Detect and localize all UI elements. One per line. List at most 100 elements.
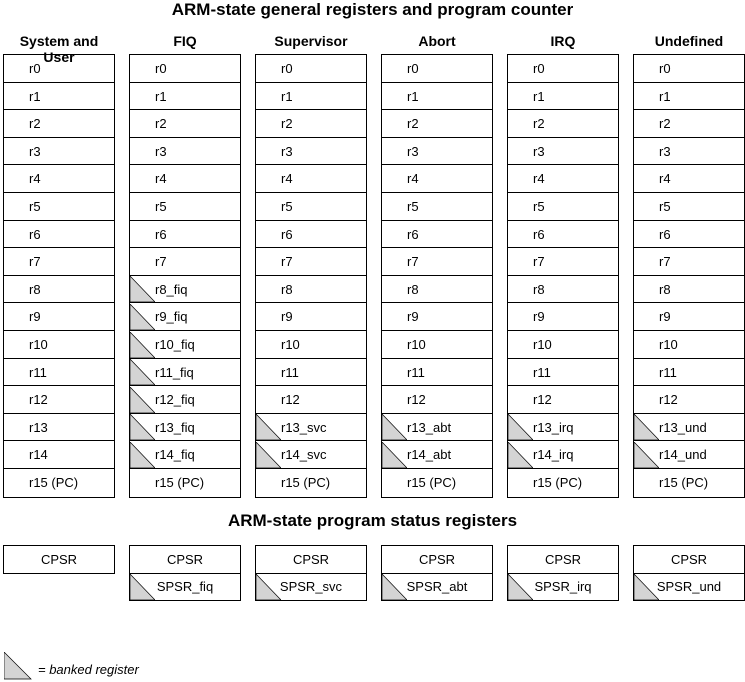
- register-label: r11: [659, 364, 677, 380]
- register-label: r5: [659, 198, 671, 214]
- register-label: r2: [281, 116, 293, 132]
- cpsr-cell: CPSR: [255, 545, 367, 574]
- register-bank: r0 r1 r2 r3 r4 r5 r6 r7 r8 r9 r10 r11 r12 r13_abt r14_…: [381, 54, 493, 498]
- register-label: r0: [533, 61, 545, 76]
- register-cell: r6: [256, 221, 366, 249]
- register-cell: r7: [382, 248, 492, 276]
- register-cell: r9_fiq: [130, 303, 240, 331]
- register-bank: r0 r1 r2 r3 r4 r5 r6 r7 r8 r9 r10 r11 r12 r13_svc r14_…: [255, 54, 367, 498]
- register-cell: r2: [130, 110, 240, 138]
- mode-heading: Undefined: [654, 33, 724, 49]
- register-cell: r5: [130, 193, 240, 221]
- mode-heading: Abort: [418, 33, 456, 49]
- register-label: r11: [29, 364, 47, 380]
- register-cell: r10: [4, 331, 114, 359]
- register-cell: r15 (PC): [382, 469, 492, 497]
- register-cell: r14: [4, 441, 114, 469]
- register-cell: r8: [4, 276, 114, 304]
- register-label: r3: [281, 143, 293, 159]
- banked-marker-icon: [130, 386, 155, 413]
- register-label: r15 (PC): [29, 474, 79, 490]
- register-cell: r1: [130, 83, 240, 111]
- register-cell: r0: [130, 55, 240, 83]
- register-cell: r10: [382, 331, 492, 359]
- register-bank: r0 r1 r2 r3 r4 r5 r6 r7 r8 r9 r10 r11 r12 r13_und r14_…: [633, 54, 745, 498]
- register-cell: r13_abt: [382, 414, 492, 442]
- register-label: r11: [533, 364, 551, 380]
- register-label: r12: [533, 392, 552, 408]
- banked-marker-icon: [130, 359, 155, 386]
- register-cell: r8: [508, 276, 618, 304]
- register-cell: r10: [508, 331, 618, 359]
- register-label: r7: [155, 254, 167, 270]
- banked-marker-icon: [130, 414, 155, 441]
- register-cell: r2: [508, 110, 618, 138]
- register-cell: r7: [508, 248, 618, 276]
- register-cell: r13_svc: [256, 414, 366, 442]
- register-cell: r4: [634, 165, 744, 193]
- register-cell: r0: [4, 55, 114, 83]
- banked-marker-icon: [130, 574, 155, 600]
- register-cell: r4: [130, 165, 240, 193]
- register-label: r10: [533, 336, 552, 352]
- register-label: r12: [29, 392, 48, 408]
- register-cell: r12: [634, 386, 744, 414]
- register-cell: r8_fiq: [130, 276, 240, 304]
- register-cell: r10: [256, 331, 366, 359]
- register-cell: r13_fiq: [130, 414, 240, 442]
- register-cell: r15 (PC): [130, 469, 240, 497]
- register-cell: r3: [4, 138, 114, 166]
- register-label: r8_fiq: [155, 281, 188, 297]
- register-cell: r6: [508, 221, 618, 249]
- banked-marker-icon: [256, 574, 281, 600]
- register-cell: r14_svc: [256, 441, 366, 469]
- register-label: r10: [29, 336, 48, 352]
- register-cell: r1: [256, 83, 366, 111]
- register-cell: r3: [508, 138, 618, 166]
- register-label: r11_fiq: [155, 364, 194, 380]
- register-label: r6: [29, 226, 41, 242]
- register-label: r4: [155, 171, 167, 187]
- register-cell: r12: [508, 386, 618, 414]
- banked-marker-icon: [130, 276, 155, 303]
- register-cell: r7: [634, 248, 744, 276]
- register-label: r5: [155, 198, 167, 214]
- banked-marker-icon: [508, 414, 533, 441]
- register-cell: r11: [382, 359, 492, 387]
- register-cell: r0: [256, 55, 366, 83]
- cpsr-cell: CPSR: [129, 545, 241, 574]
- register-cell: r10_fiq: [130, 331, 240, 359]
- register-label: r0: [407, 61, 419, 76]
- register-label: r3: [155, 143, 167, 159]
- register-cell: r4: [508, 165, 618, 193]
- register-bank: r0 r1 r2 r3 r4 r5 r6 r7 r8 r9 r10 r11 r12 r13_irq r14_…: [507, 54, 619, 498]
- register-label: r13_fiq: [155, 419, 195, 435]
- register-label: r10: [407, 336, 426, 352]
- register-cell: r1: [634, 83, 744, 111]
- register-cell: r9: [256, 303, 366, 331]
- register-cell: r2: [256, 110, 366, 138]
- register-cell: r1: [4, 83, 114, 111]
- cpsr-cell: CPSR: [633, 545, 745, 574]
- register-label: r13_svc: [281, 419, 327, 435]
- register-label: r2: [407, 116, 419, 132]
- mode-heading: System and User: [19, 33, 99, 65]
- register-cell: r13: [4, 414, 114, 442]
- mode-heading: FIQ: [173, 33, 197, 49]
- register-label: r13: [29, 419, 48, 435]
- register-label: r9: [29, 309, 41, 325]
- register-cell: r10: [634, 331, 744, 359]
- register-bank: r0 r1 r2 r3 r4 r5 r6 r7 r8_fiq r9_fiq r10_fiq r11_f…: [129, 54, 241, 498]
- register-cell: r8: [256, 276, 366, 304]
- register-cell: r6: [130, 221, 240, 249]
- register-label: r5: [407, 198, 419, 214]
- register-cell: r13_irq: [508, 414, 618, 442]
- spsr-label: SPSR_fiq: [156, 579, 214, 594]
- register-label: r13_abt: [407, 419, 452, 435]
- register-label: r14_und: [659, 447, 707, 463]
- register-cell: r5: [382, 193, 492, 221]
- register-label: r6: [155, 226, 167, 242]
- register-cell: r1: [382, 83, 492, 111]
- register-label: r7: [659, 254, 671, 270]
- banked-legend-icon: [4, 652, 32, 680]
